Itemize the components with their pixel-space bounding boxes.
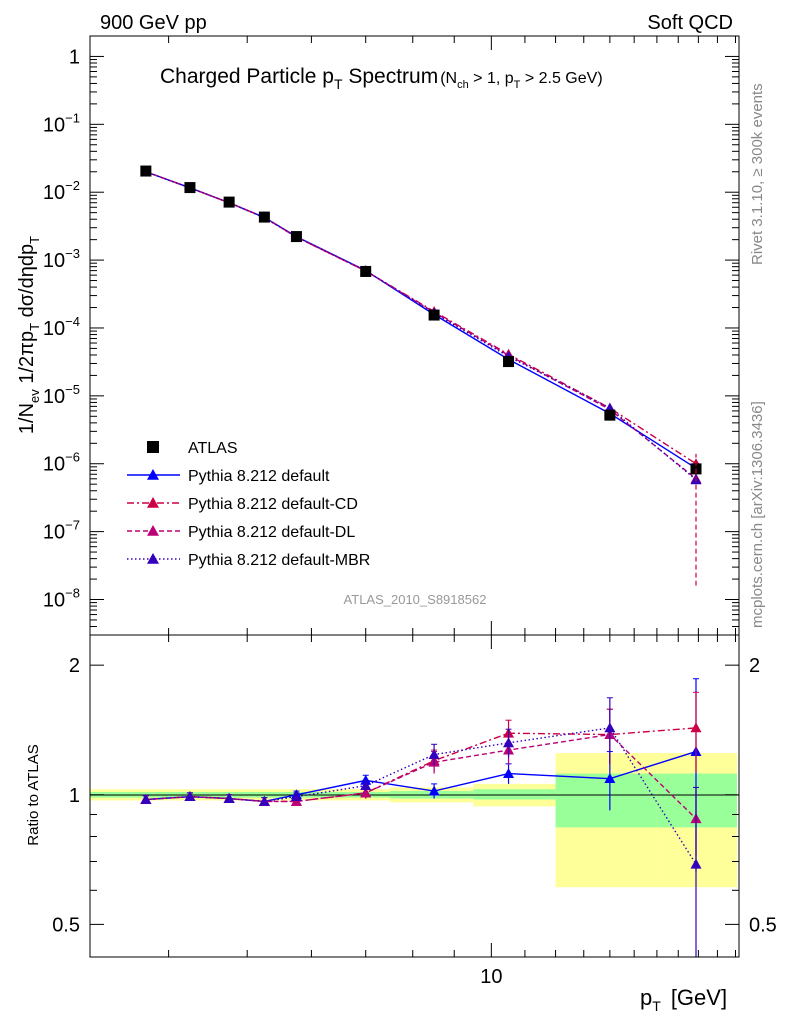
data-point-atlas <box>503 356 515 368</box>
ratio-band-inner <box>473 789 556 800</box>
x-axis-label: pT [GeV] <box>640 985 727 1014</box>
ratio-y-tick-label: 2 <box>69 655 80 677</box>
series-line-mbr <box>145 171 697 481</box>
legend-label-data: ATLAS <box>188 440 238 457</box>
x-axis-label-sub: T <box>652 998 661 1014</box>
ratio-point-cd <box>690 722 702 733</box>
ratio-point-mbr <box>503 737 515 748</box>
legend-marker-dl <box>147 525 159 536</box>
data-point-atlas <box>428 309 440 321</box>
x-axis-label-unit: [GeV] <box>671 985 727 1010</box>
main-y-tick-label: 10−2 <box>43 178 80 204</box>
rivet-label: Rivet 3.1.10, ≥ 300k events <box>749 83 766 265</box>
legend-marker-cd <box>147 497 159 508</box>
data-point-atlas <box>290 231 302 243</box>
main-axis-ticks <box>90 35 739 636</box>
legend-marker-atlas <box>147 441 159 453</box>
ratio-point-mbr <box>258 795 270 806</box>
ratio-point-mbr <box>140 794 152 804</box>
main-y-tick-label: 10−7 <box>43 518 80 544</box>
main-y-tick-label: 1 <box>69 46 80 68</box>
legend-label-dl: Pythia 8.212 default-DL <box>188 524 355 541</box>
header-category-label: Soft QCD <box>647 12 733 34</box>
ratio-point-default <box>503 768 515 778</box>
ratio-point-mbr <box>428 749 440 759</box>
data-point-atlas <box>604 409 616 421</box>
data-point-atlas <box>184 182 196 194</box>
ratio-y-tick-label: 1 <box>69 785 80 807</box>
ratio-y-tick-label-right: 2 <box>749 655 760 677</box>
plot-title-cuts-end: > 2.5 GeV) <box>520 70 602 87</box>
ratio-series-layer <box>140 678 702 957</box>
plot-title-main: Charged Particle p <box>160 65 334 88</box>
header-energy-label: 900 GeV pp <box>100 12 207 34</box>
legend-label-cd: Pythia 8.212 default-CD <box>188 496 358 513</box>
plot-title: Charged Particle pT Spectrum (Nch > 1, pT… <box>160 65 603 92</box>
main-y-axis-label: 1/Nev 1/2πpT dσ/dηdpT <box>16 236 42 434</box>
ratio-point-default <box>360 774 372 785</box>
ratio-point-default <box>604 773 616 784</box>
plot-title-suffix: Spectrum <box>343 65 439 88</box>
ratio-point-mbr <box>360 780 372 791</box>
main-y-tick-label: 10−3 <box>43 246 80 272</box>
series-line-dl <box>145 171 697 480</box>
main-plot-frame <box>89 35 740 636</box>
x-axis-label-main: p <box>640 985 652 1010</box>
data-point-atlas <box>258 211 270 223</box>
main-y-tick-label: 10−4 <box>43 314 80 340</box>
ratio-uncertainty-bands <box>90 753 737 888</box>
ratio-point-mbr <box>223 793 235 803</box>
plot-title-cuts: (N <box>440 70 457 87</box>
data-point-atlas <box>140 165 152 177</box>
main-y-tick-label: 10−1 <box>43 110 80 136</box>
plot-title-cuts-sub2: T <box>514 79 521 91</box>
legend: ATLAS Pythia 8.212 default Pythia 8.212 de… <box>127 440 370 569</box>
legend-marker-mbr <box>147 553 159 564</box>
mcplots-label: mcplots.cern.ch [arXiv:1306.3436] <box>749 401 766 628</box>
data-point-atlas <box>360 265 372 277</box>
main-series-layer <box>140 165 702 586</box>
ratio-point-default <box>428 785 440 796</box>
ratio-line-dl <box>145 733 697 820</box>
series-line-default <box>145 171 697 469</box>
main-y-tick-label: 10−6 <box>43 450 80 476</box>
ratio-point-dl <box>360 787 372 798</box>
ratio-y-tick-label-right: 0.5 <box>749 914 777 936</box>
ratio-point-mbr <box>604 722 616 733</box>
legend-marker-default <box>147 469 159 480</box>
analysis-id-label: ATLAS_2010_S8918562 <box>344 592 487 607</box>
plot-title-cuts-mid: > 1, p <box>469 70 514 87</box>
ratio-plot-frame <box>89 634 740 958</box>
ratio-y-tick-label: 0.5 <box>52 914 80 936</box>
main-y-tick-label: 10−5 <box>43 382 80 408</box>
plot-title-subscript: T <box>334 76 343 92</box>
plot-title-cuts-sub1: ch <box>457 79 469 91</box>
ratio-point-mbr <box>690 858 702 869</box>
ratio-point-mbr <box>290 791 302 802</box>
data-point-atlas <box>223 196 235 208</box>
ratio-point-mbr <box>184 791 196 802</box>
legend-label-mbr: Pythia 8.212 default-MBR <box>188 552 370 569</box>
main-y-tick-labels: 1 10−1 10−2 10−3 10−4 10−5 10−6 10−7 10−8 <box>43 46 80 611</box>
x-tick-label: 10 <box>480 966 502 988</box>
main-y-tick-label: 10−8 <box>43 586 80 612</box>
ratio-y-axis-label: Ratio to ATLAS <box>25 744 42 845</box>
ratio-axis-ticks: 10 2 1 0.5 2 0.5 <box>52 635 777 988</box>
legend-label-default: Pythia 8.212 default <box>188 468 330 485</box>
